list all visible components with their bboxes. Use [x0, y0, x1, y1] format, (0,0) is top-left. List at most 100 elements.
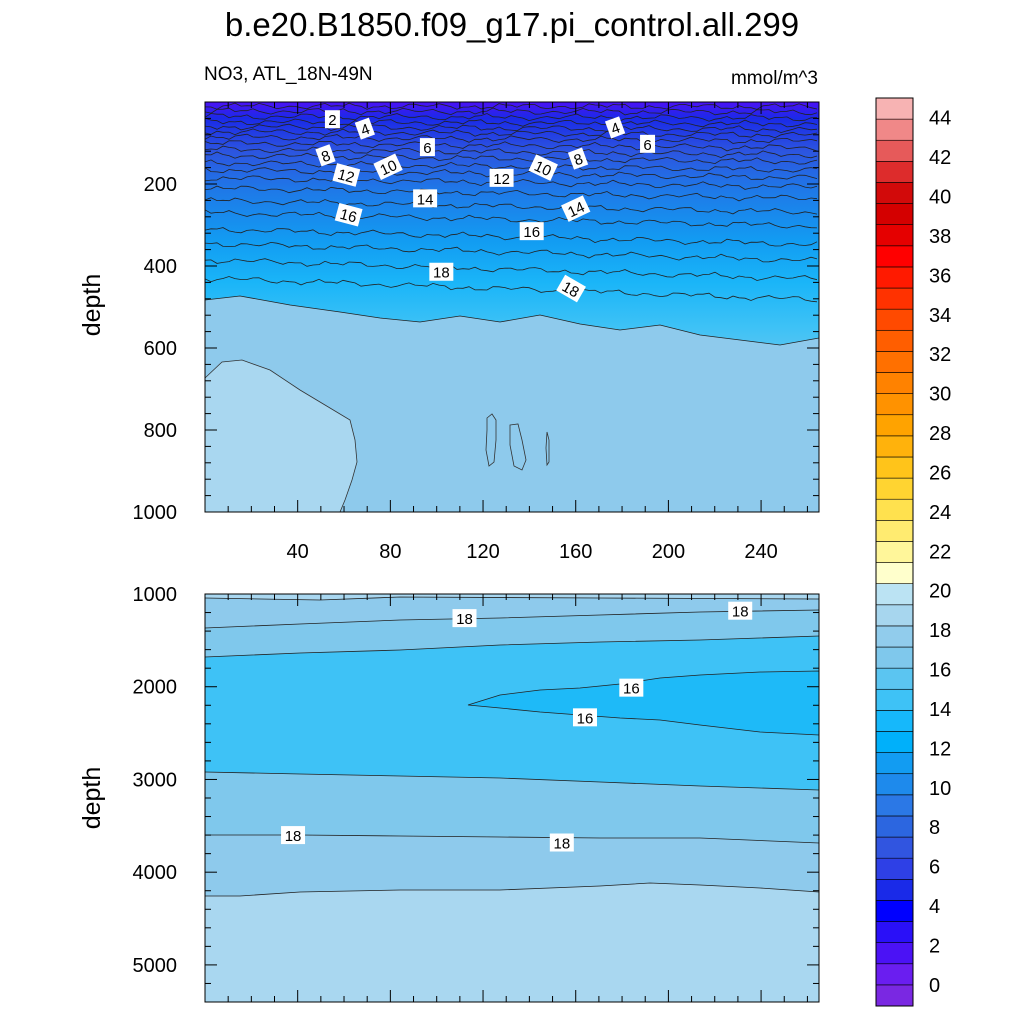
- contour-line: [205, 209, 818, 229]
- colorbar-swatch: [875, 435, 914, 458]
- colorbar-swatch: [875, 139, 914, 162]
- colorbar-swatch: [875, 583, 914, 606]
- y-tick-label: 4000: [133, 862, 178, 884]
- colorbar-swatch: [875, 329, 914, 352]
- contour-label: 14: [413, 189, 438, 208]
- contour-label: 14: [561, 195, 591, 222]
- contour-line: [205, 123, 818, 134]
- contour-line: [205, 151, 818, 165]
- upper-plot-frame: [204, 101, 820, 513]
- chart-title: b.e20.B1850.f09_g17.pi_control.all.299: [224, 6, 800, 43]
- colorbar-swatch: [875, 625, 914, 648]
- contour-label-text: 12: [493, 171, 510, 188]
- contour-label: 6: [419, 138, 435, 157]
- contour-line: [205, 185, 818, 202]
- contour-line: [205, 145, 818, 159]
- contour-label-bg: [572, 708, 597, 727]
- contour-label: 2: [324, 110, 340, 129]
- colorbar-tick-label: 2: [929, 935, 940, 957]
- colorbar-swatch: [875, 836, 914, 859]
- lower-line-2: [205, 609, 819, 629]
- contour-label-text: 14: [565, 199, 587, 221]
- contour-line: [205, 133, 818, 144]
- y-tick-label: 2000: [133, 677, 178, 699]
- contour-label-bg: [549, 833, 574, 852]
- colorbar-swatch: [875, 942, 914, 965]
- x-tick-label: 160: [559, 541, 592, 563]
- variable-label: NO3, ATL_18N-49N: [204, 64, 373, 85]
- contour-label-bg: [332, 163, 361, 187]
- lower-band-18-top: [205, 597, 819, 628]
- colorbar-swatch: [875, 245, 914, 268]
- colorbar-tick-label: 12: [929, 738, 951, 760]
- contour-label: 4: [354, 117, 375, 140]
- y-tick-label: 1000: [133, 584, 178, 606]
- colorbar-tick-label: 32: [929, 344, 951, 366]
- colorbar-tick-label: 44: [929, 108, 951, 130]
- y-tick-label: 800: [144, 420, 177, 442]
- contour-20-blob-2: [509, 423, 527, 471]
- lower-line-4: [205, 771, 819, 791]
- contour-line: [205, 258, 818, 281]
- colorbar-swatch: [875, 456, 914, 479]
- contour-label: 18: [452, 609, 477, 628]
- contour-label-text: 18: [732, 604, 749, 621]
- colorbar-swatch: [875, 203, 914, 225]
- contour-line: [205, 227, 818, 247]
- y-axis-label: depth: [78, 274, 106, 337]
- contour-label-text: 16: [338, 206, 359, 227]
- contour-label-text: 18: [285, 828, 302, 845]
- colorbar-swatch: [875, 562, 914, 584]
- contour-label: 12: [332, 163, 361, 187]
- lower-band-16: [205, 636, 819, 790]
- colorbar-frame: [875, 97, 914, 1007]
- contour-line: [205, 128, 818, 139]
- colorbar-tick-label: 24: [929, 502, 951, 524]
- colorbar-swatch: [875, 161, 914, 183]
- colorbar-tick-label: 10: [929, 778, 951, 800]
- colorbar-swatch: [875, 118, 914, 141]
- colorbar-tick-label: 0: [929, 975, 940, 997]
- colorbar-tick-label: 42: [929, 147, 951, 169]
- colorbar-swatch: [875, 224, 914, 247]
- colorbar-tick-label: 4: [929, 896, 940, 918]
- contour-label-text: 16: [577, 710, 594, 727]
- contour-label-text: 18: [433, 265, 450, 282]
- colorbar-swatch: [875, 688, 914, 711]
- contour-label-bg: [519, 222, 544, 241]
- colorbar-tick-label: 26: [929, 462, 951, 484]
- contour-label-bg: [419, 138, 435, 157]
- colorbar-tick-label: 34: [929, 305, 951, 327]
- colorbar-tick-label: 14: [929, 699, 951, 721]
- colorbar-swatch: [875, 921, 914, 943]
- contour-label: 4: [604, 116, 626, 139]
- contour-label: 16: [334, 202, 363, 227]
- colorbar-swatch: [875, 815, 914, 838]
- colorbar-tick-label: 40: [929, 187, 951, 209]
- contour-label-bg: [452, 609, 477, 628]
- colorbar-swatch: [875, 857, 914, 880]
- colorbar-swatch: [875, 794, 914, 817]
- lower-band-17-bottom: [205, 772, 819, 843]
- contour-line: [205, 140, 818, 152]
- colorbar-swatch: [875, 372, 914, 394]
- contour-label: 10: [528, 154, 558, 181]
- y-tick-label: 400: [144, 256, 177, 278]
- contour-line: [205, 159, 818, 173]
- contour-label: 10: [373, 153, 403, 181]
- lower-line-6: [205, 882, 819, 897]
- colorbar-tick-label: 16: [929, 660, 951, 682]
- contour-label-bg: [315, 144, 336, 167]
- contour-label-bg: [728, 601, 753, 620]
- contour-label: 6: [640, 134, 656, 154]
- contour-label: 16: [572, 708, 597, 727]
- colorbar-swatch: [875, 266, 914, 289]
- colorbar-swatch: [875, 731, 914, 753]
- contour-line: [205, 107, 818, 116]
- contour-label-text: 16: [623, 681, 640, 698]
- contour-label-bg: [281, 826, 306, 845]
- contour-line: [205, 241, 818, 263]
- colorbar-tick-label: 28: [929, 423, 951, 445]
- colorbar-swatch: [875, 308, 914, 331]
